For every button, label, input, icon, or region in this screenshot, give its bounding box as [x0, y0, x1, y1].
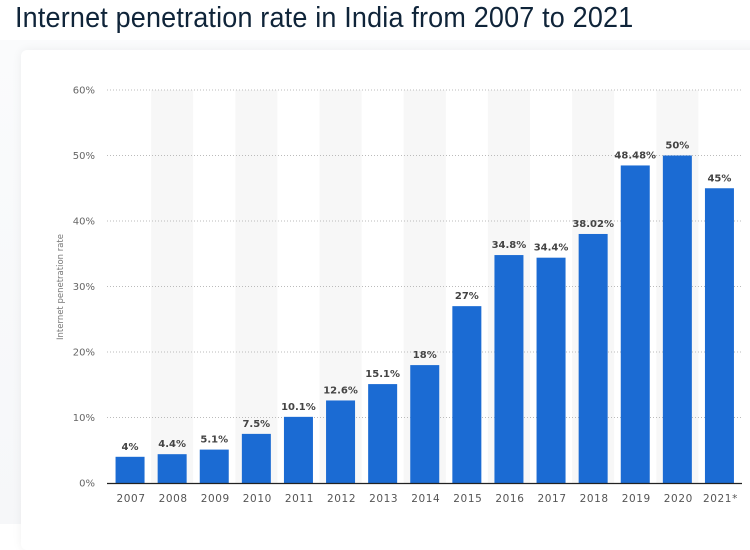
data-label: 18%	[413, 350, 437, 361]
data-label: 38.02%	[572, 219, 614, 230]
x-tick-label: 2021*	[703, 493, 738, 505]
bar	[494, 255, 524, 483]
bar	[115, 456, 145, 483]
data-label: 27%	[455, 291, 479, 302]
y-axis-title: Internet penetration rate	[56, 234, 66, 340]
bar	[620, 165, 650, 483]
y-tick-label: 50%	[73, 151, 95, 162]
bar-chart: 0% 10% 20% 30% 40% 50% 60% Internet penetratio…	[56, 86, 742, 505]
y-axis-ticks: 0% 10% 20% 30% 40% 50% 60%	[73, 86, 95, 490]
x-tick-label: 2007	[116, 493, 145, 505]
x-tick-label: 2016	[495, 493, 524, 505]
data-label: 50%	[665, 141, 689, 152]
y-tick-label: 10%	[73, 413, 95, 424]
x-tick-label: 2020	[664, 493, 693, 505]
x-tick-label: 2013	[369, 493, 398, 505]
column-band	[151, 90, 194, 483]
x-tick-label: 2008	[159, 493, 188, 505]
bar	[536, 257, 566, 483]
y-tick-label: 30%	[73, 282, 95, 293]
x-tick-label: 2014	[411, 493, 440, 505]
data-label: 12.6%	[323, 385, 358, 396]
bar	[199, 449, 229, 483]
bar	[326, 400, 356, 483]
bar	[452, 306, 482, 483]
x-tick-label: 2010	[243, 493, 272, 505]
bar	[157, 454, 187, 483]
bar	[704, 188, 734, 483]
y-tick-label: 0%	[79, 479, 95, 490]
bar	[241, 433, 271, 483]
bar	[578, 233, 608, 483]
data-label: 34.8%	[492, 240, 527, 251]
x-tick-label: 2012	[327, 493, 356, 505]
data-label: 5.1%	[200, 435, 228, 446]
data-labels: 4% 4.4% 5.1% 7.5% 10.1% 12.6% 15.1% 18% 27% 34.8%…	[122, 141, 732, 453]
x-tick-label: 2019	[622, 493, 651, 505]
gridlines	[107, 89, 742, 418]
y-tick-label: 60%	[73, 86, 95, 97]
data-label: 15.1%	[365, 369, 400, 380]
bar	[368, 384, 398, 483]
x-tick-label: 2009	[201, 493, 230, 505]
x-tick-label: 2011	[285, 493, 314, 505]
x-tick-label: 2015	[453, 493, 482, 505]
data-label: 48.48%	[614, 150, 656, 161]
data-label: 7.5%	[242, 419, 270, 430]
bar	[410, 365, 440, 483]
x-axis-ticks: 2007 2008 2009 2010 2011 2012 2013 2014 2015 2016…	[116, 493, 737, 505]
data-label: 10.1%	[281, 402, 316, 413]
y-tick-label: 40%	[73, 217, 95, 228]
x-tick-label: 2018	[580, 493, 609, 505]
y-tick-label: 20%	[73, 348, 95, 359]
data-label: 45%	[707, 173, 731, 184]
data-label: 4%	[122, 442, 139, 453]
bar	[283, 416, 313, 483]
data-label: 4.4%	[158, 439, 186, 450]
bars	[115, 155, 734, 483]
x-tick-label: 2017	[537, 493, 566, 505]
page-title: Internet penetration rate in India from …	[15, 2, 634, 34]
bar	[662, 155, 692, 483]
data-label: 34.4%	[534, 243, 569, 254]
